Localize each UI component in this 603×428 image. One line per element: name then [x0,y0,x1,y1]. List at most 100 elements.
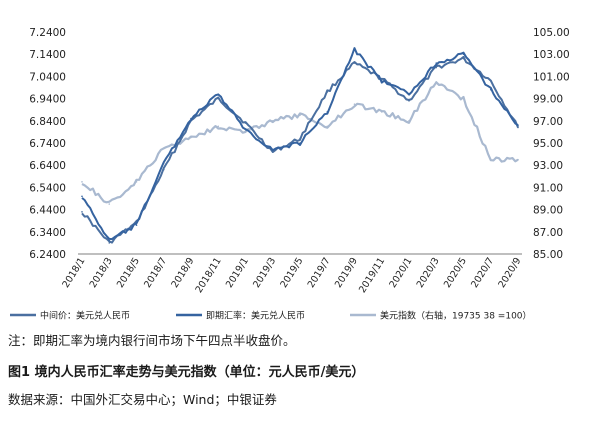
series-point [435,81,438,83]
series-point [162,162,165,164]
series-point [135,181,138,183]
series-point [435,62,438,64]
series-point [162,147,165,150]
x-tick-label: 2019/1 [224,256,251,290]
series-point [489,88,492,91]
legend-label: 即期汇率：美元兑人民币 [206,310,305,322]
series-line [81,81,519,204]
figure-title: 图1 境内人民币汇率走势与美元指数（单位：元人民币/美元） [8,365,365,380]
series-point [517,158,519,161]
series-point [244,128,247,131]
series-point [244,131,247,133]
left-tick-label: 6.9400 [29,94,66,106]
series-point [271,120,274,122]
x-tick-label: 2020/9 [497,256,524,290]
left-tick-label: 6.5400 [29,182,66,194]
right-tick-label: 101.00 [533,71,570,83]
right-tick-label: 99.00 [533,94,563,106]
series-point [217,125,220,128]
series-point [81,181,83,183]
series-point [299,142,301,144]
series-point [489,80,492,82]
left-tick-label: 6.8400 [29,116,66,128]
chart-note: 注：即期汇率为境内银行间市场下午四点半收盘价。 [8,333,296,348]
left-tick-label: 6.2400 [29,249,66,261]
series-point [190,117,192,120]
x-tick-label: 2018/5 [115,256,142,290]
right-tick-label: 85.00 [533,249,563,261]
data-source: 数据来源：中国外汇交易中心；Wind；中银证券 [8,392,277,407]
series-point [353,48,356,51]
x-tick-label: 2018/3 [88,256,115,290]
series-point [380,80,383,82]
series-point [462,97,465,100]
series-point [190,136,192,139]
right-tick-label: 89.00 [533,205,563,217]
series-point [326,91,329,93]
series-point [517,124,519,127]
series-point [162,168,165,171]
right-tick-label: 97.00 [533,116,563,128]
x-tick-label: 2019/3 [251,256,278,290]
left-tick-label: 7.1400 [29,49,66,61]
series-point [517,126,519,129]
right-tick-label: 93.00 [533,160,563,172]
series-point [244,122,247,124]
series-point [353,62,356,64]
series-point [81,211,83,213]
series-point [271,151,274,153]
legend-label: 中间价：美元兑人民币 [40,310,130,322]
series-point [489,158,492,161]
legend-label: 美元指数（右轴，19735 38 =100） [380,310,532,322]
x-tick-label: 2018/11 [194,256,224,295]
right-tick-label: 105.00 [533,27,570,39]
series-point [299,137,301,140]
series-point [408,100,410,102]
left-tick-label: 6.6400 [29,160,66,172]
x-tick-label: 2018/7 [142,256,169,290]
series-point [326,111,329,113]
series-line [81,55,519,244]
right-axis-ticks: 105.00 103.00 101.00 99.00 97.00 95.00 93.00 91… [533,27,570,261]
right-tick-label: 95.00 [533,138,563,150]
exchange-rate-chart: 7.2400 7.1400 7.0400 6.9400 6.8400 6.7400 6.64… [10,27,570,322]
left-tick-label: 7.2400 [29,27,66,39]
x-tick-label: 2019/11 [357,256,387,295]
series-line [81,47,519,241]
series-point [271,148,274,151]
series-point [299,114,301,117]
series-point [462,57,465,60]
right-tick-label: 87.00 [533,227,563,239]
series-point [81,195,83,198]
right-tick-label: 91.00 [533,182,563,194]
series-point [108,242,111,244]
series-point [326,125,329,128]
x-tick-label: 2020/3 [415,256,442,290]
left-tick-label: 6.3400 [29,227,66,239]
x-tick-label: 2019/9 [333,256,360,290]
left-tick-label: 6.4400 [29,205,66,217]
series-point [408,120,410,122]
series-point [435,66,438,69]
series-point [462,53,465,55]
x-tick-label: 2019/5 [279,256,306,290]
series-point [353,103,356,105]
left-axis-ticks: 7.2400 7.1400 7.0400 6.9400 6.8400 6.7400 6.64… [29,27,66,261]
legend: 中间价：美元兑人民币 即期汇率：美元兑人民币 美元指数（右轴，19735 38 =1… [10,310,532,322]
x-tick-label: 2020/7 [469,256,496,290]
series-point [217,97,220,100]
series-point [108,203,111,205]
series-lines [81,47,519,244]
x-tick-label: 2018/9 [170,256,197,290]
series-point [108,239,111,242]
series-point [408,93,410,95]
x-tick-label: 2019/7 [306,256,333,290]
series-point [380,111,383,113]
left-tick-label: 6.7400 [29,138,66,150]
series-point [135,224,138,226]
series-point [217,93,220,95]
x-tick-label: 2020/1 [388,256,415,290]
x-tick-label: 2020/5 [442,256,469,290]
